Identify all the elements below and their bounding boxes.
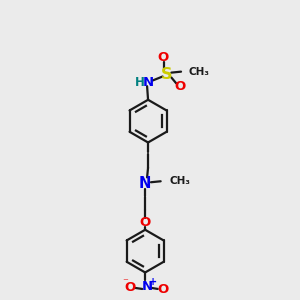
Text: ⁻: ⁻ — [122, 277, 128, 287]
Text: O: O — [157, 284, 168, 296]
Text: CH₃: CH₃ — [169, 176, 190, 186]
Text: O: O — [140, 215, 151, 229]
Text: N: N — [142, 76, 154, 89]
Text: N: N — [142, 280, 153, 292]
Text: O: O — [157, 51, 168, 64]
Text: +: + — [149, 277, 157, 287]
Text: S: S — [161, 67, 172, 82]
Text: CH₃: CH₃ — [189, 67, 210, 77]
Text: O: O — [174, 80, 186, 93]
Text: O: O — [124, 281, 135, 295]
Text: N: N — [139, 176, 151, 191]
Text: H: H — [134, 76, 144, 89]
